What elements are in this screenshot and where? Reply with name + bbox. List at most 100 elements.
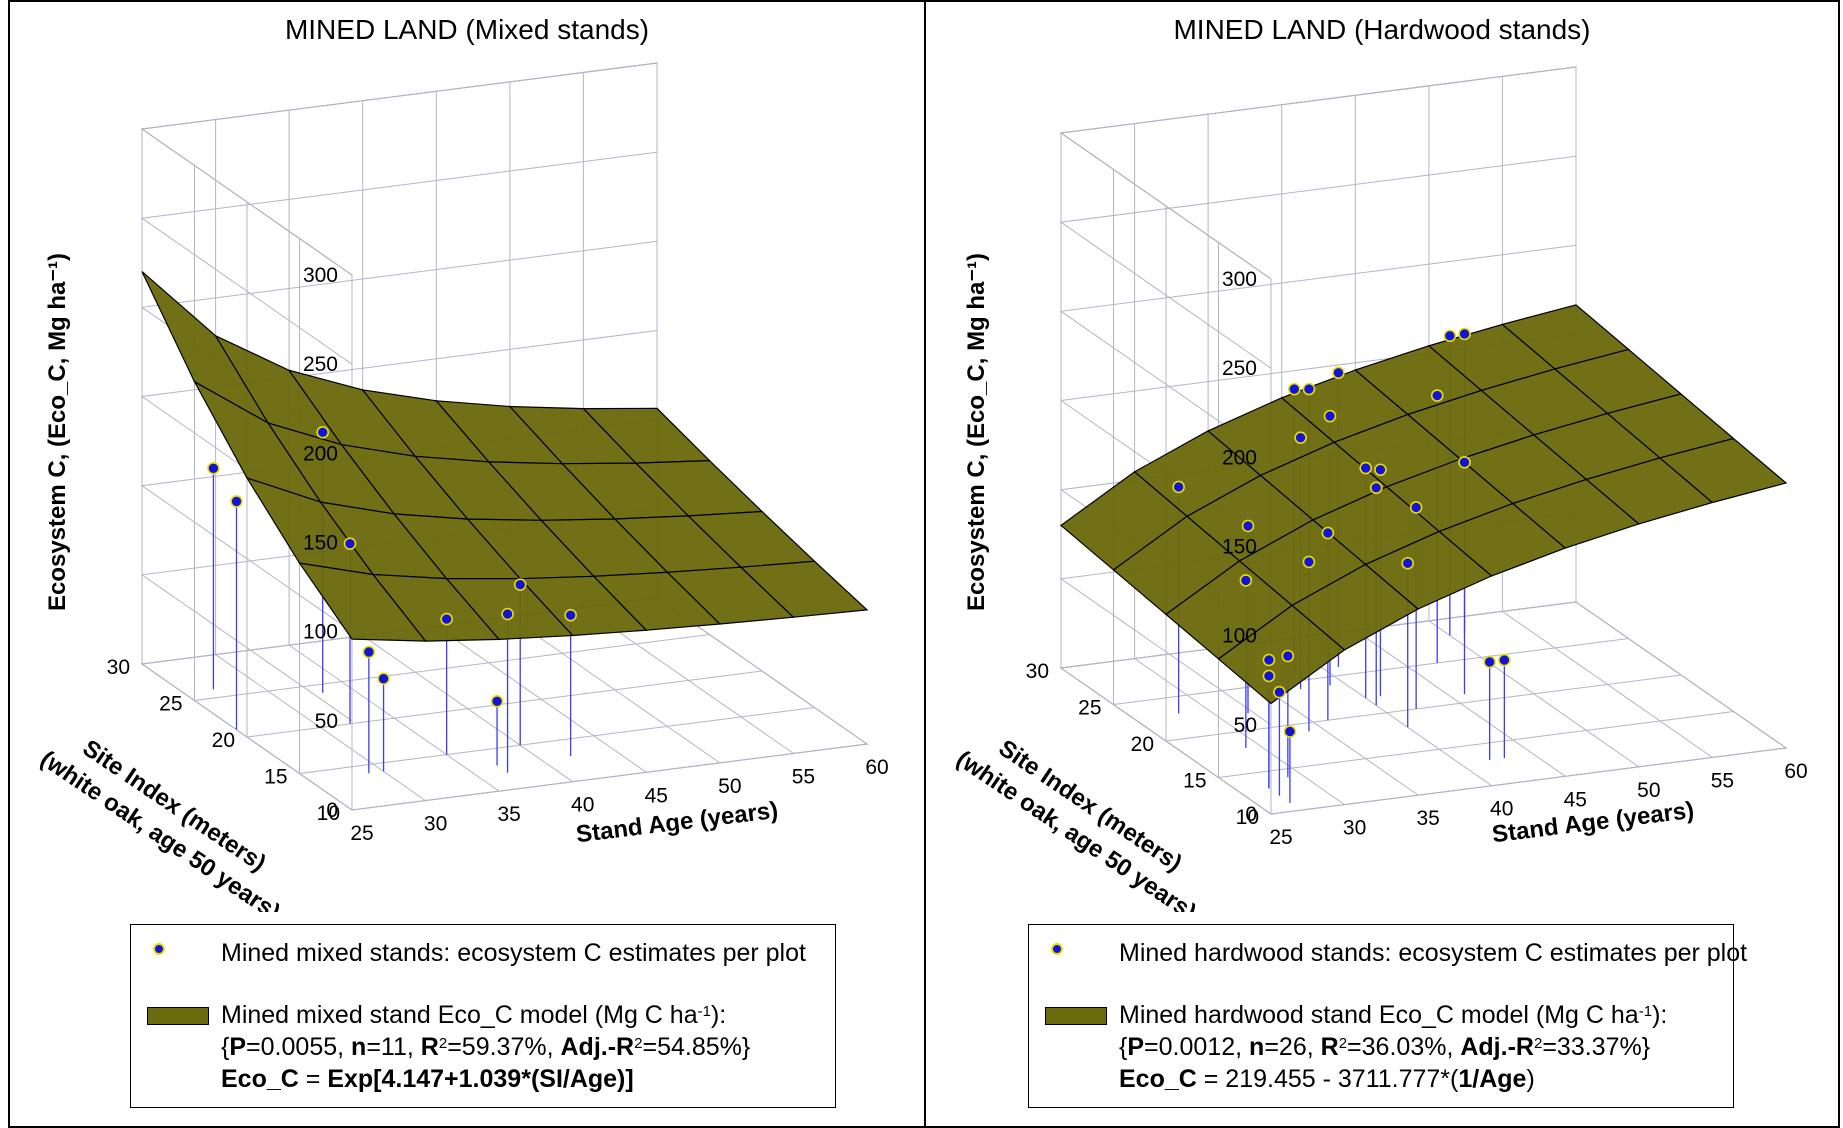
z-tick-label: 300 <box>303 264 338 287</box>
data-point <box>1294 431 1307 445</box>
data-point <box>1172 480 1185 494</box>
x-tick-label: 60 <box>865 756 888 779</box>
plot-area-hardwood: 0 50 100 150 200 250 300 25 30 35 40 45 50 55 60 10 15 20… <box>951 66 1808 912</box>
x-tick-label: 50 <box>1637 779 1660 802</box>
y-tick-label: 10 <box>1236 806 1259 829</box>
equation-rhs: Exp[4.147+1.039*(SI/Age)] <box>327 1065 634 1093</box>
data-point <box>490 694 504 708</box>
y-tick-label: 20 <box>212 729 235 752</box>
data-point <box>343 537 357 550</box>
equation-lhs: Eco_C <box>1119 1065 1197 1093</box>
data-point <box>440 612 453 626</box>
data-point <box>1273 685 1286 699</box>
data-point <box>1483 655 1496 669</box>
data-point <box>1401 556 1415 570</box>
z-axis-title: Ecosystem C, (Eco_C, Mg ha⁻¹) <box>963 253 990 611</box>
data-point <box>1409 501 1423 514</box>
data-point <box>1302 382 1316 396</box>
x-tick-label: 40 <box>571 794 594 817</box>
equation-close: ) <box>1526 1065 1535 1093</box>
data-point <box>230 495 243 508</box>
legend-model-label-end: ): <box>710 1001 727 1029</box>
z-tick-label: 150 <box>1222 536 1257 559</box>
gridline-y <box>1113 169 1629 706</box>
chart-panel-mixed: MINED LAND (Mixed stands) 0 50 100 150 200 25… <box>8 0 926 1128</box>
chart-title: MINED LAND (Hardwood stands) <box>1173 14 1591 45</box>
equation-rhs: 1/Age <box>1458 1065 1527 1093</box>
equation-lhs: Eco_C <box>221 1065 299 1093</box>
stat-r2: 36.03% <box>1361 1033 1447 1061</box>
x-tick-label: 30 <box>424 813 447 836</box>
legend-stats: {P=0.0012, n=26, R2=36.03%, Adj.-R2=33.3… <box>1119 1033 1651 1061</box>
data-point <box>513 578 527 592</box>
data-point <box>377 672 390 685</box>
data-point <box>1281 649 1295 663</box>
y-tick-label: 30 <box>107 656 130 679</box>
x-tick-label: 35 <box>497 803 520 826</box>
x-tick-label: 50 <box>718 775 741 798</box>
data-point <box>362 645 376 659</box>
data-point <box>316 426 330 439</box>
y-axis-title-line2: (white oak, age 50 years) <box>951 746 1201 912</box>
data-point <box>564 608 577 622</box>
data-point <box>1359 461 1373 475</box>
data-point <box>1369 481 1383 495</box>
data-point <box>1302 555 1316 569</box>
z-tick-label: 150 <box>303 532 338 555</box>
y-tick-label: 25 <box>1078 697 1101 720</box>
legend-mixed: Mined mixed stands: ecosystem C estimate… <box>130 924 836 1108</box>
data-point <box>1332 366 1345 380</box>
data-point <box>1239 574 1253 587</box>
data-point <box>1323 409 1337 423</box>
x-axis-title: Stand Age (years) <box>1491 797 1696 849</box>
equation-eq: = <box>298 1065 328 1093</box>
data-point <box>1498 653 1511 667</box>
chart-panel-hardwood: MINED LAND (Hardwood stands) 0 50 100 150 20… <box>924 0 1840 1128</box>
y-tick-label: 20 <box>1131 733 1154 756</box>
gridline-y <box>1060 133 1577 669</box>
z-tick-label: 0 <box>326 799 338 822</box>
gridline-y <box>1165 206 1682 742</box>
y-tick-label: 15 <box>1183 770 1206 793</box>
equation-eq: = 219.455 - 3711.777*( <box>1196 1065 1459 1093</box>
legend-model-label: Mined mixed stand Eco_C model (Mg C ha <box>221 1001 698 1029</box>
legend-model-text: Mined mixed stand Eco_C model (Mg C ha-1… <box>221 999 750 1095</box>
x-tick-label: 45 <box>645 784 668 807</box>
stat-r2: 59.37% <box>461 1033 547 1061</box>
legend-model-label-end: ): <box>1652 1001 1668 1029</box>
y-tick-label: 15 <box>264 766 287 789</box>
x-tick-label: 25 <box>1269 826 1292 849</box>
data-point <box>1458 455 1471 469</box>
stat-n: 11 <box>380 1033 407 1061</box>
data-point <box>1262 653 1276 667</box>
legend-points-label: Mined hardwood stands: ecosystem C estim… <box>1119 939 1748 967</box>
z-tick-label: 250 <box>303 353 338 376</box>
stat-p: 0.0055 <box>260 1033 338 1061</box>
data-point <box>207 461 220 475</box>
data-point <box>1374 463 1387 477</box>
x-tick-label: 55 <box>792 765 815 788</box>
z-tick-label: 300 <box>1222 268 1257 291</box>
legend-hardwood: Mined hardwood stands: ecosystem C estim… <box>1028 924 1747 1108</box>
legend-model-label: Mined hardwood stand Eco_C model (Mg C h… <box>1119 1001 1639 1029</box>
data-point <box>1283 725 1297 738</box>
z-tick-label: 200 <box>1222 446 1257 469</box>
z-tick-label: 100 <box>303 621 338 644</box>
legend-model-sup: -1 <box>697 1003 711 1020</box>
z-tick-label: 250 <box>1222 357 1257 380</box>
chart-title: MINED LAND (Mixed stands) <box>284 14 650 45</box>
plot-area-mixed: 0 50 100 150 200 250 300 25 30 35 40 45 50 55 60 10 15 20… <box>35 62 889 912</box>
legend-equation: Eco_C = 219.455 - 3711.777*(1/Age) <box>1119 1063 1667 1095</box>
x-tick-label: 55 <box>1711 769 1734 792</box>
x-tick-label: 60 <box>1784 760 1807 783</box>
surface-facet <box>1658 437 1788 504</box>
data-point <box>1443 329 1457 343</box>
z-axis-title: Ecosystem C, (Eco_C, Mg ha⁻¹) <box>44 253 71 611</box>
legend-equation: Eco_C = Exp[4.147+1.039*(SI/Age)] <box>221 1063 750 1095</box>
z-tick-label: 50 <box>315 710 338 733</box>
legend-model-sup: -1 <box>1638 1003 1653 1020</box>
y-tick-label: 30 <box>1026 660 1049 683</box>
data-point <box>1458 327 1471 341</box>
z-tick-label: 200 <box>303 442 338 465</box>
